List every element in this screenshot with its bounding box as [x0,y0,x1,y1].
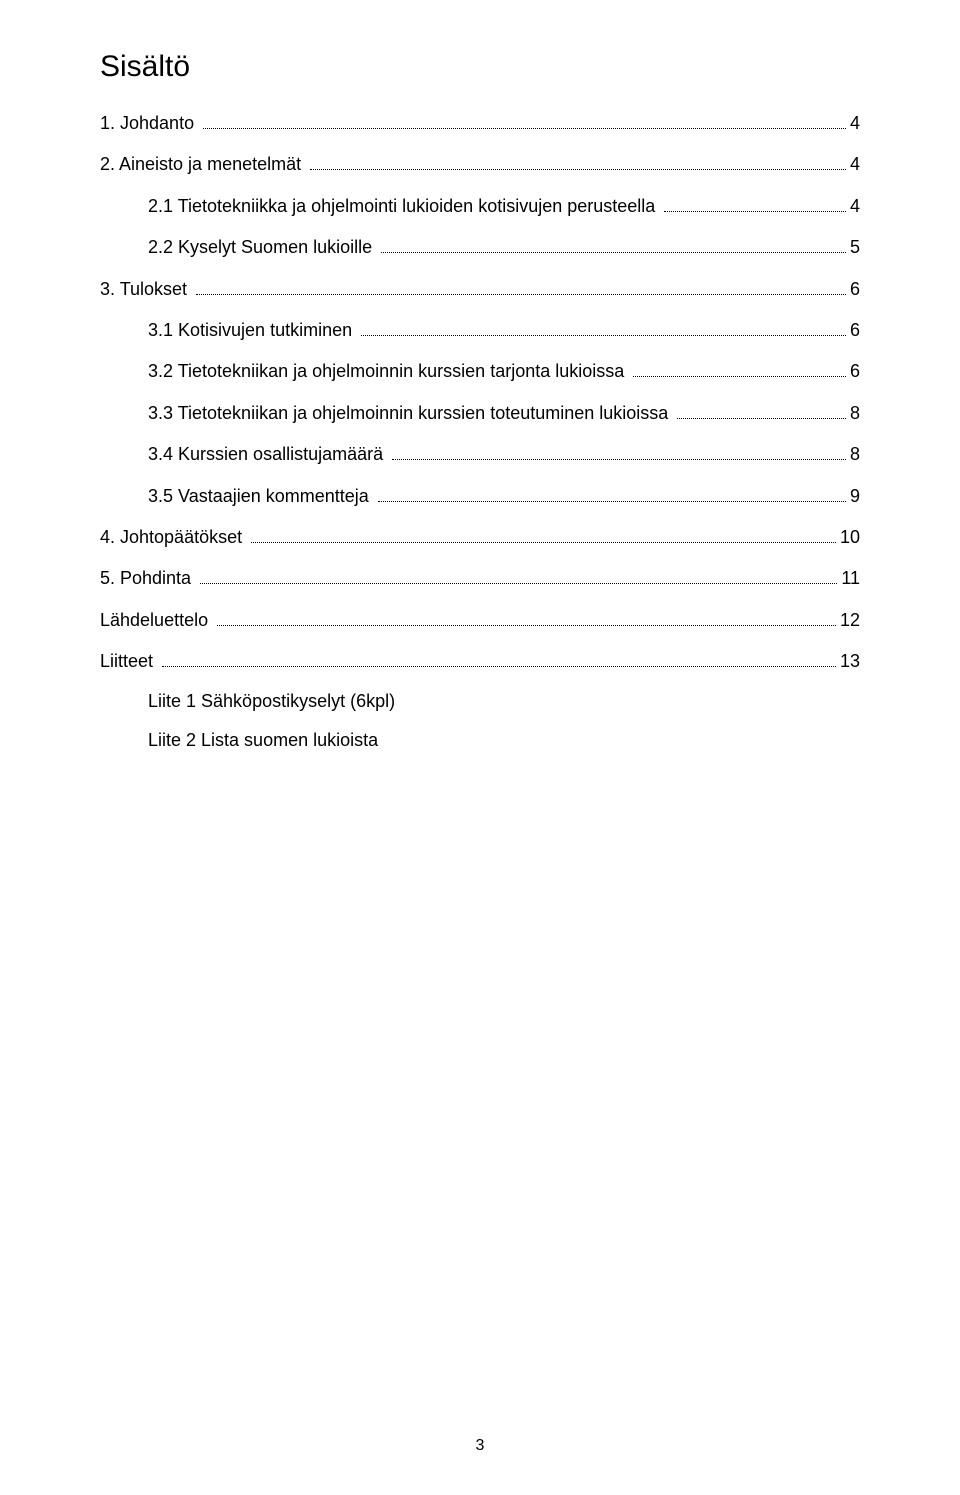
toc-leader [633,361,846,377]
toc-leader [392,444,846,460]
toc-entry-page: 13 [840,650,860,673]
toc-entry-page: 5 [850,236,860,259]
toc-entry-label: 1. Johdanto [100,112,199,135]
toc-entry: 3.2 Tietotekniikan ja ohjelmoinnin kurss… [148,360,860,383]
toc-leader [310,154,846,170]
toc-entry-page: 9 [850,485,860,508]
toc-entry-label: 3.4 Kurssien osallistujamäärä [148,443,388,466]
toc-leader [200,568,837,584]
appendix-list: Liite 1 Sähköpostikyselyt (6kpl) Liite 2 … [100,691,860,751]
toc-leader [361,320,846,336]
toc-entry-page: 6 [850,319,860,342]
toc-leader [217,609,836,625]
toc-entry-page: 8 [850,402,860,425]
toc-entry-label: 2. Aineisto ja menetelmät [100,153,306,176]
toc-entry-label: 3. Tulokset [100,278,192,301]
toc-entry-label: 5. Pohdinta [100,567,196,590]
toc-entry: 3.3 Tietotekniikan ja ohjelmoinnin kurss… [148,402,860,425]
toc-entry: 3.5 Vastaajien kommentteja 9 [148,485,860,508]
toc-entry-page: 6 [850,360,860,383]
toc-entry: 3. Tulokset 6 [100,278,860,301]
toc-entry: 2. Aineisto ja menetelmät 4 [100,153,860,176]
toc-entry: 3.4 Kurssien osallistujamäärä 8 [148,443,860,466]
toc-entry: 4. Johtopäätökset 10 [100,526,860,549]
toc-leader [203,113,846,129]
page-title: Sisältö [100,50,860,84]
toc-entry-page: 8 [850,443,860,466]
toc-entry-page: 4 [850,112,860,135]
toc-entry-label: 3.5 Vastaajien kommentteja [148,485,374,508]
toc-entry-label: 2.1 Tietotekniikka ja ohjelmointi lukioi… [148,195,660,218]
toc-entry-page: 4 [850,195,860,218]
table-of-contents: 1. Johdanto 42. Aineisto ja menetelmät 4… [100,112,860,673]
toc-entry-label: 3.3 Tietotekniikan ja ohjelmoinnin kurss… [148,402,673,425]
toc-entry: Lähdeluettelo 12 [100,609,860,632]
toc-entry-label: Liitteet [100,650,158,673]
appendix-item: Liite 2 Lista suomen lukioista [148,730,860,751]
toc-entry: 3.1 Kotisivujen tutkiminen 6 [148,319,860,342]
toc-entry-label: 4. Johtopäätökset [100,526,247,549]
toc-leader [162,651,836,667]
toc-leader [378,485,846,501]
toc-entry-label: 2.2 Kyselyt Suomen lukioille [148,236,377,259]
page-number: 3 [0,1437,960,1455]
toc-entry: 5. Pohdinta 11 [100,567,860,590]
toc-entry-page: 12 [840,609,860,632]
toc-entry-label: 3.2 Tietotekniikan ja ohjelmoinnin kurss… [148,360,629,383]
toc-entry-page: 6 [850,278,860,301]
toc-entry-label: 3.1 Kotisivujen tutkiminen [148,319,357,342]
appendix-item: Liite 1 Sähköpostikyselyt (6kpl) [148,691,860,712]
toc-entry: 2.1 Tietotekniikka ja ohjelmointi lukioi… [148,195,860,218]
toc-leader [251,527,836,543]
toc-entry-page: 10 [840,526,860,549]
toc-leader [381,237,846,253]
toc-entry-page: 4 [850,153,860,176]
toc-leader [664,195,846,211]
toc-entry-label: Lähdeluettelo [100,609,213,632]
toc-leader [196,278,846,294]
toc-entry: Liitteet 13 [100,650,860,673]
toc-entry: 1. Johdanto 4 [100,112,860,135]
toc-entry-page: 11 [841,567,860,590]
toc-leader [677,402,846,418]
toc-entry: 2.2 Kyselyt Suomen lukioille 5 [148,236,860,259]
